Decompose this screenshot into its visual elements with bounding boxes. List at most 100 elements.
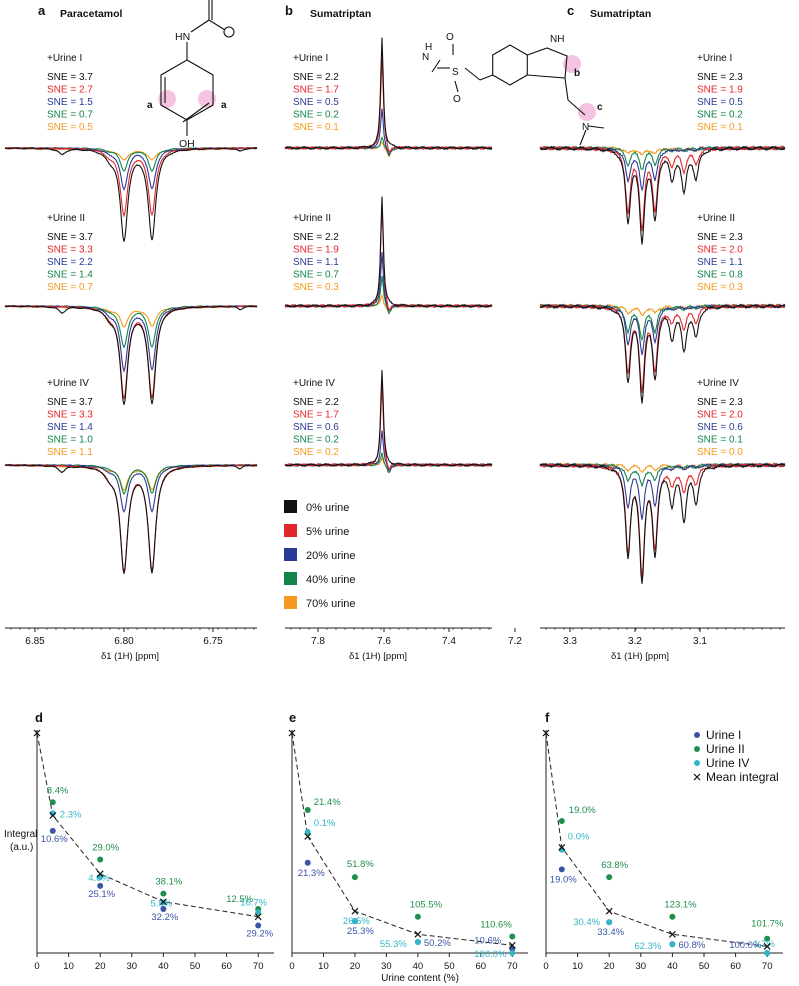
data-point-urine-ii — [606, 874, 613, 881]
sne-value: SNE = 0.1 — [293, 122, 339, 133]
spectrum-traces — [284, 370, 493, 474]
data-point-urine-iv — [669, 941, 676, 948]
data-point-urine-ii — [304, 807, 311, 813]
sne-value: SNE = 3.7 — [47, 397, 93, 408]
x-tick-label: 7.6 — [377, 636, 391, 647]
mean-integral-marker — [605, 907, 613, 915]
marker-stroke — [414, 930, 422, 938]
data-label: 1.7% — [753, 939, 775, 950]
data-point-urine-iv — [606, 919, 613, 926]
integral-chart-f: f 0 10 20 30 40 50 60 70 19.0% 33.4% 60.8% 100.0% 19.… — [542, 710, 784, 972]
data-point-urine-i — [49, 827, 56, 834]
trace-urine_0 — [539, 303, 786, 404]
data-point-urine-ii — [669, 913, 676, 920]
spectrum-traces — [539, 145, 786, 245]
sne-value: SNE = 0.8 — [697, 270, 743, 281]
paracetamol-structure: HN OH a a — [147, 0, 235, 150]
trace-urine_0 — [5, 147, 258, 242]
x-tick-label: 3.2 — [628, 636, 642, 647]
legend-marker-urine-iv — [694, 760, 700, 766]
data-label: 12.5% — [226, 894, 253, 905]
data-label: 10.6% — [41, 834, 68, 845]
sne-value: SNE = 0.3 — [697, 282, 743, 293]
marker-stroke — [763, 942, 771, 950]
x-tick-label: 7.4 — [442, 636, 456, 647]
data-label: 51.8% — [347, 859, 374, 870]
data-label: 30.4% — [573, 917, 600, 928]
x-tick-label: 40 — [158, 961, 169, 972]
structure-label: HN — [175, 31, 190, 43]
legend-label: Urine IV — [706, 756, 749, 770]
sne-value: SNE = 0.2 — [697, 110, 743, 121]
bond — [567, 99, 586, 116]
highlight-circle — [563, 55, 581, 73]
x-tick-label: 20 — [604, 961, 615, 972]
structure-label: N — [582, 122, 589, 133]
structure-label: H — [425, 42, 432, 53]
data-label: 10.6% — [474, 936, 501, 947]
panel-letter-f: f — [545, 710, 550, 725]
carbonyl-o — [223, 26, 235, 38]
sne-value: SNE = 1.7 — [293, 410, 339, 421]
urine-block-label: +Urine IV — [47, 378, 89, 389]
sne-value: SNE = 2.0 — [697, 410, 743, 421]
sne-value: SNE = 2.3 — [697, 232, 743, 243]
sne-value: SNE = 0.1 — [697, 435, 743, 446]
urine-block-label: +Urine I — [47, 53, 82, 64]
trace-urine_20 — [5, 463, 258, 514]
sne-value: SNE = 0.1 — [697, 122, 743, 133]
data-label: 19.0% — [569, 805, 596, 816]
x-tick-label: 0 — [543, 961, 548, 972]
x-tick-label: 40 — [667, 961, 678, 972]
data-point-urine-i — [558, 866, 565, 873]
data-label: 29.0% — [92, 843, 119, 854]
trace-urine_20 — [539, 462, 786, 520]
mean-integral-line — [36, 732, 259, 918]
mean-integral-marker — [668, 930, 676, 938]
x-tick-label: 6.75 — [203, 636, 223, 647]
structure-label: c — [597, 102, 603, 113]
x-tick-label: 20 — [350, 961, 361, 972]
panel-title-b: Sumatriptan — [310, 8, 371, 20]
sne-value: SNE = 1.1 — [697, 257, 743, 268]
trace-urine_70 — [4, 463, 258, 492]
sne-value: SNE = 1.7 — [293, 85, 339, 96]
legend-label: 20% urine — [306, 550, 356, 562]
legend-swatch-urine_20 — [284, 548, 297, 561]
x-axis-label: δ1 (1H) [ppm] — [101, 651, 159, 662]
marker-stroke — [351, 907, 359, 915]
data-label: 25.3% — [347, 926, 374, 937]
trace-urine_5 — [284, 205, 493, 311]
x-tick-label: 0 — [289, 961, 294, 972]
bond — [564, 77, 569, 101]
trace-urine_0 — [539, 145, 786, 245]
data-label: 0.0% — [568, 832, 590, 843]
x-tick-label: 40 — [413, 961, 424, 972]
x-tick-label: 30 — [381, 961, 392, 972]
mean-integral-marker — [33, 729, 41, 737]
urine-block-label: +Urine IV — [293, 378, 335, 389]
pyrrole-ring — [527, 47, 568, 79]
mean-integral-marker — [558, 843, 566, 851]
marker-stroke — [558, 843, 566, 851]
sne-value: SNE = 0.2 — [293, 435, 339, 446]
marker-stroke — [508, 941, 516, 949]
x-tick-label: 10 — [572, 961, 583, 972]
trace-urine_70 — [539, 303, 786, 317]
mean-integral-marker — [159, 898, 167, 906]
trace-urine_40 — [5, 146, 258, 172]
mean-integral-marker — [542, 729, 550, 737]
mean-integral-marker — [304, 832, 312, 840]
data-label: 32.2% — [151, 912, 178, 923]
spectra-legend: 0% urine 5% urine 20% urine 40% urine 70% ur… — [284, 500, 356, 610]
marker-stroke — [33, 729, 41, 737]
sne-value: SNE = 1.9 — [293, 245, 339, 256]
data-label: 50.2% — [424, 938, 451, 949]
trace-urine_20 — [539, 303, 786, 356]
x-tick-label: 30 — [636, 961, 647, 972]
data-point-urine-ii — [351, 874, 358, 881]
bond — [479, 74, 493, 81]
sne-value: SNE = 0.0 — [697, 447, 743, 458]
data-label: 33.4% — [597, 927, 624, 938]
